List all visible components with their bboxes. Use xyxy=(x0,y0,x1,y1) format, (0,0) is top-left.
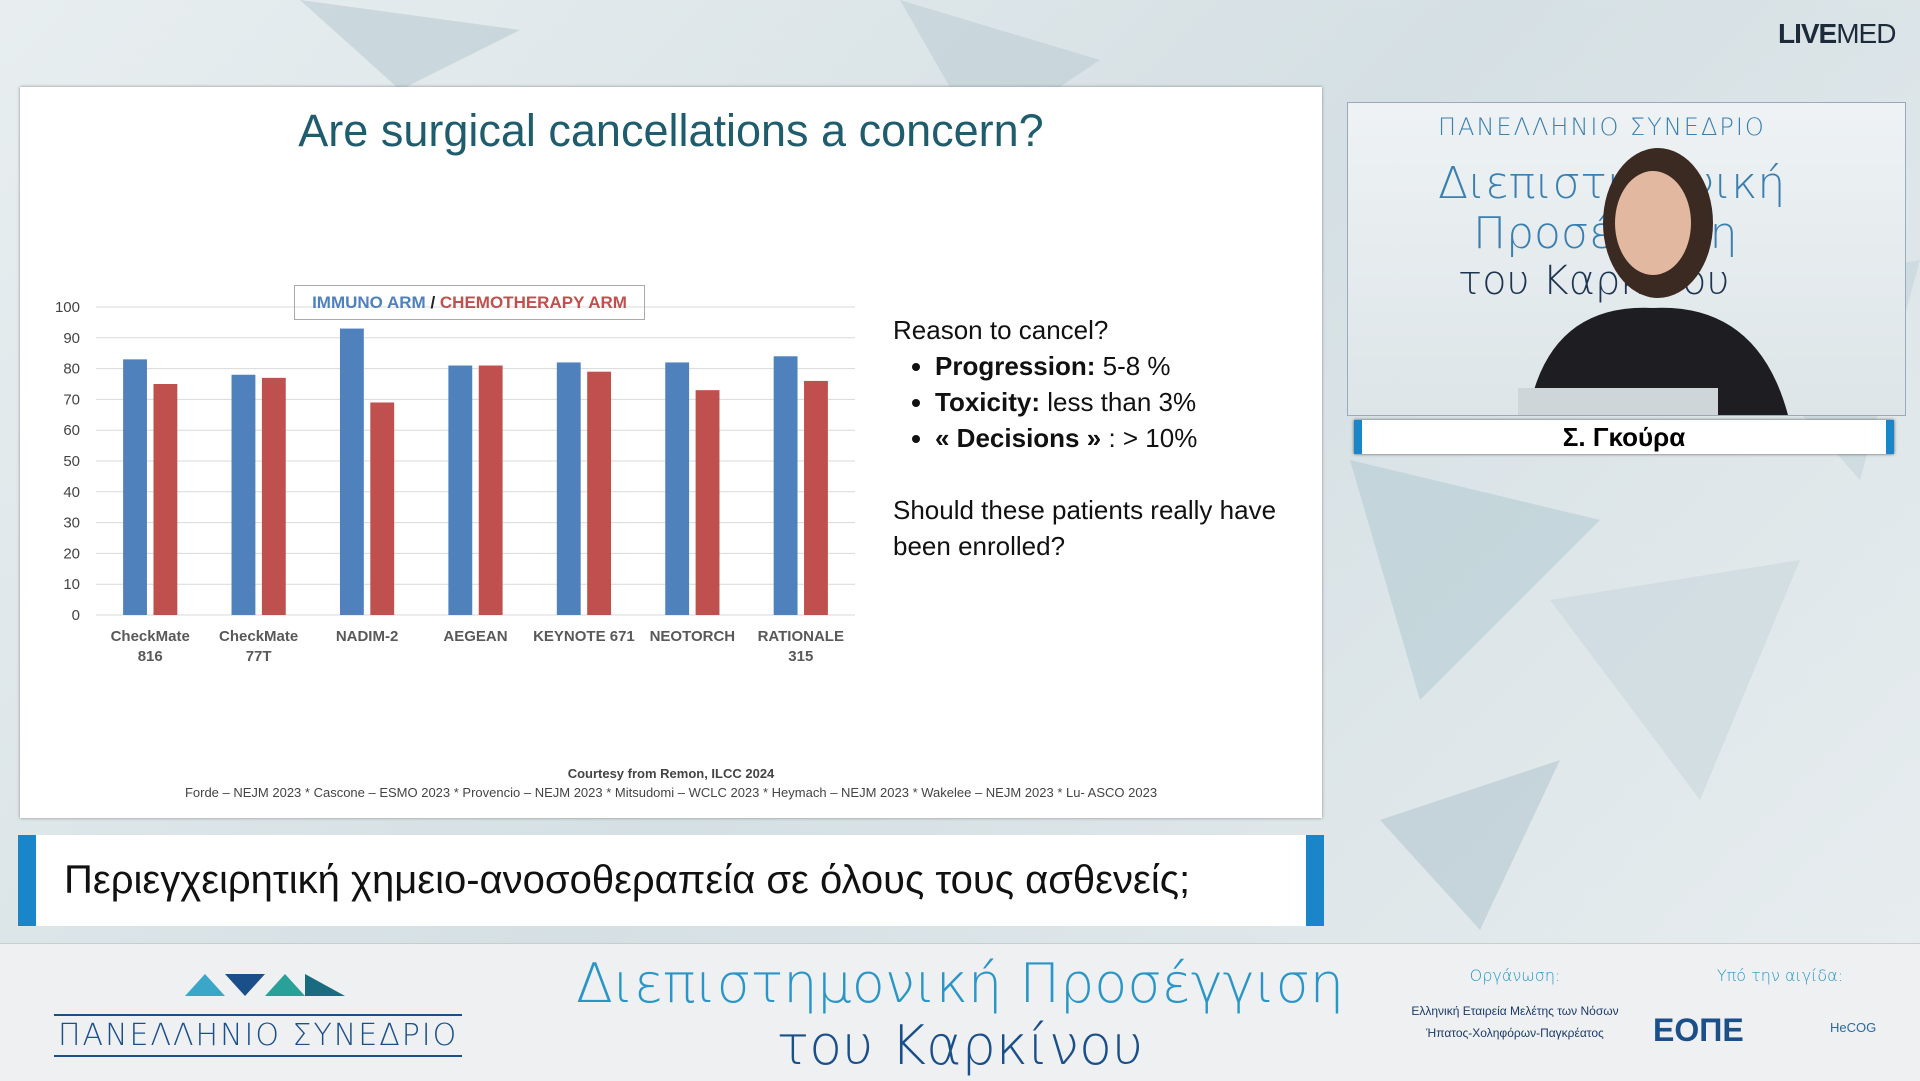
caption: Περιεγχειρητική χημειο-ανοσοθεραπεία σε … xyxy=(18,835,1324,926)
references: Forde – NEJM 2023 * Cascone – ESMO 2023 … xyxy=(184,785,1158,800)
speaker-video: ΠΑΝΕΛΛΗΝΙΟ ΣΥΝΕΔΡΙΟ Διεπιστημονική Προσέ… xyxy=(1347,102,1906,416)
legend-entry: CHEMOTHERAPY ARM xyxy=(439,293,627,312)
chart: 0 10 20 30 40 50 60 70 80 90 100 xyxy=(55,299,855,624)
y-tick-label: 0 xyxy=(72,607,80,624)
reason: Toxicity: less than 3% xyxy=(935,384,1313,420)
y-tick-label: 30 xyxy=(63,515,80,532)
bar xyxy=(556,362,581,615)
logo-mark xyxy=(185,974,345,996)
x-tick-label: CheckMate 77T xyxy=(219,628,299,665)
y-tick-label: 80 xyxy=(63,361,80,378)
backdrop-text: ΠΑΝΕΛΛΗΝΙΟ ΣΥΝΕΔΡΙΟ xyxy=(1438,113,1766,141)
reason-text: : > 10% xyxy=(1108,423,1198,453)
slide-title: Are surgical cancellations a concern? xyxy=(298,105,1044,156)
brand-logo: LIVEMED xyxy=(1778,18,1896,50)
reason-label: Toxicity: xyxy=(935,387,1040,417)
bar xyxy=(261,377,286,615)
bar xyxy=(695,390,720,615)
bar xyxy=(478,365,503,615)
x-tick-label: RATIONALE 315 xyxy=(757,628,844,665)
question: Reason to cancel? xyxy=(893,315,1109,345)
auspices-logo: HeCOG xyxy=(1830,1020,1877,1035)
organizer: Ήπατος-Χοληφόρων-Παγκρέατος xyxy=(1426,1026,1604,1040)
organizer-label: Οργάνωση: xyxy=(1469,966,1561,985)
bar xyxy=(153,384,178,615)
footer-logo: ΠΑΝΕΛΛΗΝΙΟ ΣΥΝΕΔΡΙΟ xyxy=(54,1014,463,1057)
reason-label: Progression: xyxy=(935,351,1096,381)
bar xyxy=(773,356,798,615)
text-block: Reason to cancel? Progression: 5-8 % Tox… xyxy=(893,312,1313,564)
x-tick-label: CheckMate 816 xyxy=(110,628,190,665)
bar xyxy=(448,365,473,615)
x-tick-label: NEOTORCH xyxy=(649,628,736,645)
auspices-logo: ΕΟΠΕ xyxy=(1653,1012,1744,1048)
y-tick-label: 50 xyxy=(63,453,80,470)
bar xyxy=(123,359,147,615)
auspices-label: Υπό την αιγίδα: xyxy=(1716,966,1844,985)
brand-bold: LIVE xyxy=(1778,18,1837,49)
legend: IMMUNO ARM / CHEMOTHERAPY ARM xyxy=(294,285,645,320)
x-tick-label: NADIM-2 xyxy=(335,628,399,645)
x-tick-label: KEYNOTE 671 xyxy=(533,628,635,645)
reason-text: less than 3% xyxy=(1047,387,1197,417)
reason-label: « Decisions » xyxy=(935,423,1102,453)
speaker-silhouette xyxy=(1518,148,1788,415)
brand-light: MED xyxy=(1836,18,1896,49)
bar xyxy=(804,380,828,615)
y-tick-label: 90 xyxy=(63,330,80,347)
bar xyxy=(587,371,612,615)
reason: Progression: 5-8 % xyxy=(935,348,1313,384)
y-tick-label: 100 xyxy=(55,299,80,316)
reason-list: Progression: 5-8 % Toxicity: less than 3… xyxy=(893,348,1313,456)
footer-title: Διεπιστημονική Προσέγγιση xyxy=(576,952,1344,1015)
closing-question: Should these patients really have been e… xyxy=(893,495,1277,561)
bar xyxy=(339,328,364,615)
reason-text: 5-8 % xyxy=(1102,351,1171,381)
y-tick-label: 10 xyxy=(63,576,80,593)
y-tick-label: 40 xyxy=(63,484,80,501)
speaker-name: Σ. Γκούρα xyxy=(1354,420,1894,454)
footer-title: του Καρκίνου xyxy=(776,1014,1144,1077)
y-tick-label: 60 xyxy=(63,422,80,439)
slide: Are surgical cancellations a concern? 0 1… xyxy=(20,87,1322,818)
reason: « Decisions » : > 10% xyxy=(935,420,1313,456)
bar xyxy=(665,362,690,615)
y-tick-label: 70 xyxy=(63,391,80,408)
organizer: Ελληνική Εταιρεία Μελέτης των Νόσων xyxy=(1411,1004,1619,1018)
bar xyxy=(370,402,395,615)
x-tick-label: AEGEAN xyxy=(443,628,508,645)
bar xyxy=(231,374,256,615)
y-tick-label: 20 xyxy=(63,545,80,562)
legend-entry: IMMUNO ARM xyxy=(312,293,426,312)
legend-separator: / xyxy=(430,293,436,312)
footer: ΠΑΝΕΛΛΗΝΙΟ ΣΥΝΕΔΡΙΟ Διεπιστημονική Προσέ… xyxy=(0,943,1920,1081)
courtesy: Courtesy from Remon, ILCC 2024 xyxy=(567,766,775,781)
